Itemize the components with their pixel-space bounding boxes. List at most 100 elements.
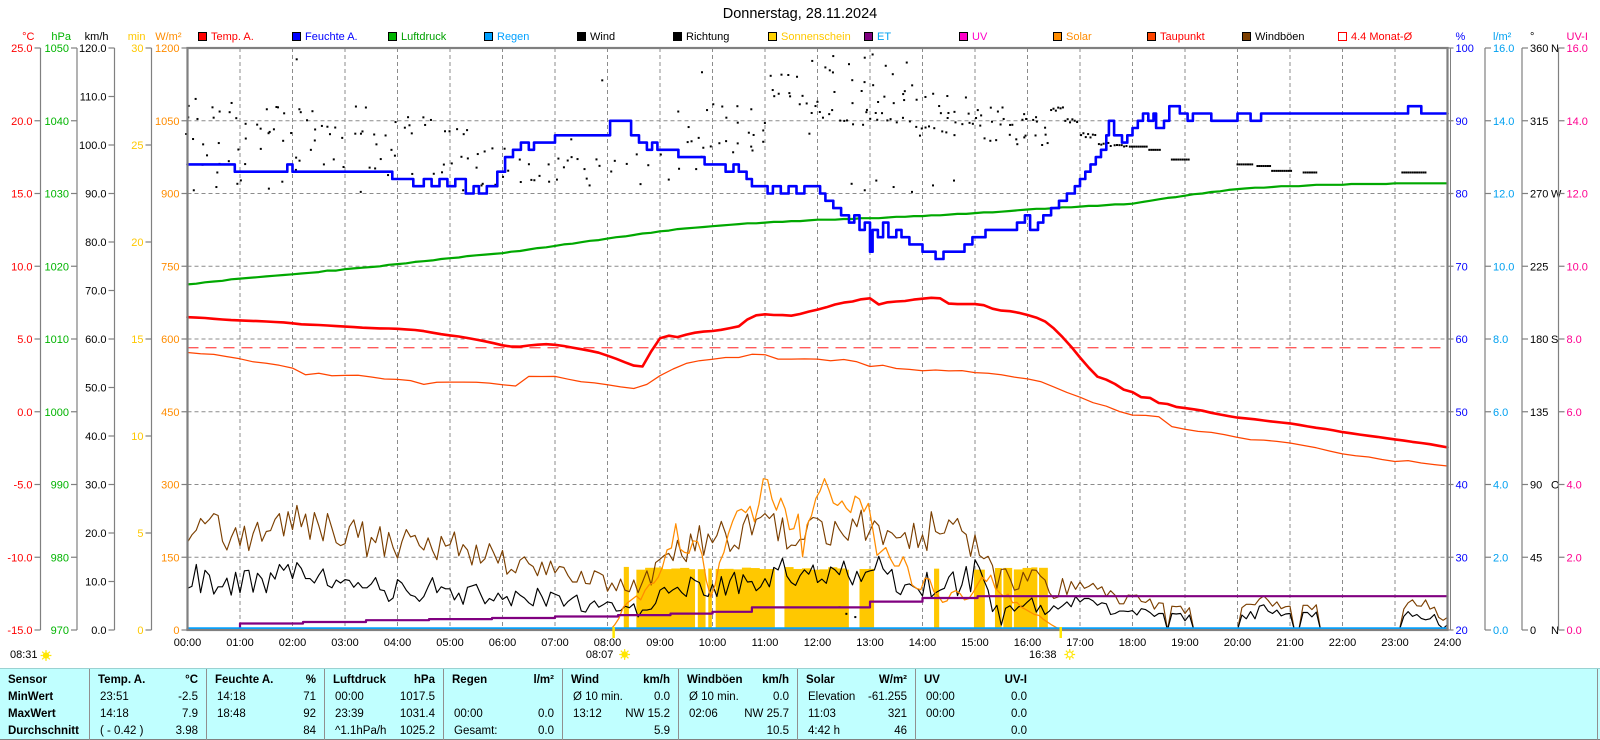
axis-tick-label: 1200 [155,43,179,55]
wind-direction-dot [1302,171,1305,174]
sunshine-bar [1039,567,1048,629]
axis-tick-label: 10.0 [11,261,32,273]
axis-tick-label: 6.0 [1567,407,1582,419]
wind-direction-dot [889,118,892,121]
wind-direction-dot [1125,145,1128,148]
wind-direction-dot [872,84,875,87]
wind-direction-dot [854,616,857,619]
wind-direction-dot [953,179,955,182]
wind-direction-dot [460,155,463,158]
wind-direction-dot [1133,145,1136,148]
stat-time: 00:00 [335,691,364,703]
sunshine-bar [1003,567,1013,629]
sunshine-bar [994,568,1002,629]
axis-header-Wm2: W/m² [155,31,182,43]
wind-direction-dot [341,136,344,139]
wind-direction-dot [354,105,357,108]
wind-direction-dot [933,127,936,130]
axis-tick-label: 980 [51,552,69,564]
wind-direction-dot [947,111,950,114]
axis-tick-label: 2.0 [1493,552,1508,564]
wind-direction-dot [968,121,971,124]
wind-direction-dot [277,106,280,109]
sunshine-bar [868,568,875,629]
axis-tick-label: 8.0 [1493,334,1508,346]
x-axis-label: 00:00 [174,637,202,649]
axis-tick-label: 0 [173,625,179,637]
axis-tick-label: -10.0 [7,552,32,564]
axis-tick-label: 0.0 [91,625,106,637]
sunshine-bar [1031,567,1038,629]
wind-direction-dot [237,148,240,151]
wind-direction-dot [908,120,911,123]
wind-direction-dot [466,129,469,132]
wind-direction-dot [777,92,780,95]
axis-tick-label: 0.0 [1493,625,1508,637]
col-header-unit: hPa [413,674,435,686]
wind-direction-dot [980,114,983,117]
series-taupunkt [186,351,1449,467]
wind-direction-dot [476,153,479,156]
axis-tick-label: 90 [1456,116,1468,128]
wind-direction-dot [256,123,259,126]
stat-time: 23:39 [335,708,364,720]
wind-direction-dot [721,105,724,108]
wind-direction-dot [875,179,878,182]
stat-value: 0.0 [1011,708,1027,720]
wind-direction-dot [811,59,814,62]
wind-direction-dot [481,182,484,185]
axis-tick-label: 25 [131,140,143,152]
axis-tick-label: 180 [1530,334,1548,346]
wind-direction-dot [1080,134,1083,137]
wind-direction-dot [1044,133,1047,136]
wind-direction-dot [1073,119,1076,122]
wind-direction-dot [1120,144,1123,147]
wind-direction-dot [570,156,573,159]
stat-value: 92 [303,708,316,720]
wind-direction-dot [751,149,754,152]
wind-direction-dot [374,167,377,170]
axis-tick-label: 0 [1530,625,1536,637]
sunshine-bar [680,567,690,629]
wind-direction-dot [1152,148,1155,151]
wind-direction-dot [924,95,927,98]
x-axis-label: 21:00 [1276,637,1304,649]
wind-direction-dot [1008,133,1011,136]
wind-direction-dot [1148,148,1151,151]
wind-direction-dot [1066,118,1069,121]
col-header-unit: W/m² [878,674,907,686]
wind-direction-dot [311,110,314,113]
x-axis-label: 01:00 [226,637,254,649]
wind-direction-dot [294,168,297,171]
wind-direction-dot [194,97,197,100]
wind-direction-dot [295,58,298,61]
wind-direction-dot [281,180,284,183]
wind-direction-dot [901,116,904,119]
wind-direction-dot [272,128,275,131]
wind-direction-dot [905,61,908,64]
wind-direction-dot [769,74,772,77]
axis-tick-label: 16.0 [1567,43,1588,55]
wind-direction-dot [359,190,362,193]
wind-direction-dot [843,119,846,122]
wind-direction-dot [533,179,536,182]
legend-label: Regen [497,31,530,43]
wind-direction-dot [1422,171,1425,174]
wind-direction-dot [1032,118,1035,121]
axis-tick-label: 1040 [45,116,69,128]
wind-direction-dot [869,117,872,120]
axis-tick-label: 300 [161,480,179,492]
wind-direction-dot [1308,171,1311,174]
wind-direction-dot [989,106,992,109]
sunshine-bar [733,569,743,629]
axis-tick-label: -15.0 [7,625,32,637]
wind-direction-dot [519,181,522,184]
axis-tick-label: 0 [137,625,143,637]
wind-direction-dot [1258,165,1261,168]
col-header-name: Luftdruck [333,674,387,686]
axis-tick-label: 90 [1530,480,1542,492]
wind-direction-dot [259,127,262,130]
table-separator [797,669,798,740]
wind-direction-dot [480,184,483,187]
wind-direction-dot [282,139,285,142]
